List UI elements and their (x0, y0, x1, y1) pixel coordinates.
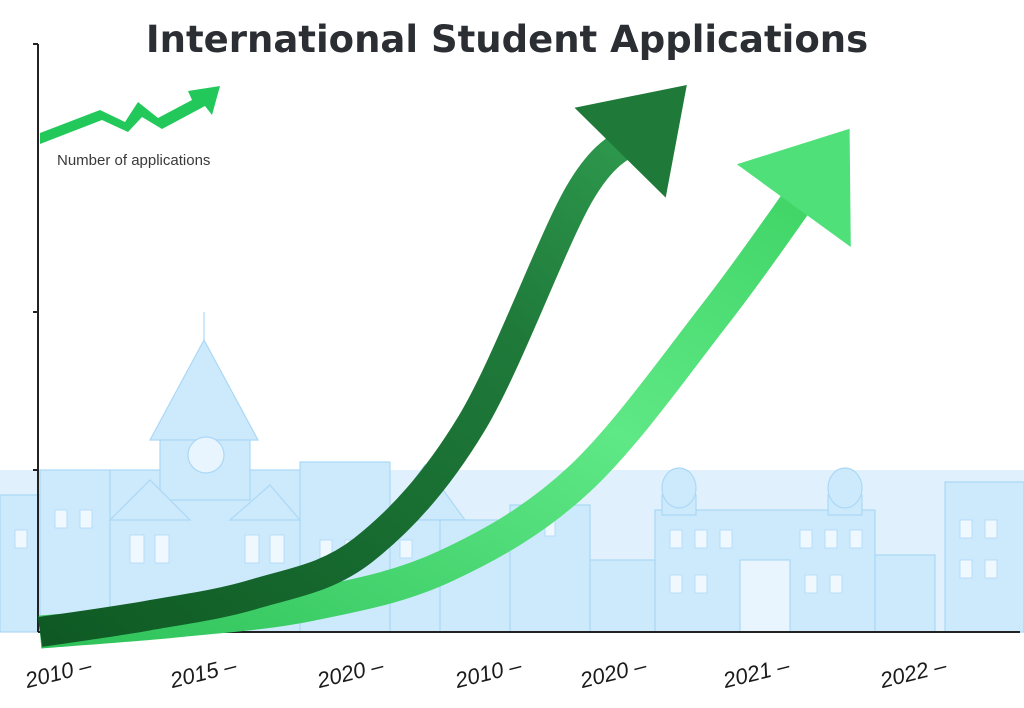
x-tick-label: 2022 – (877, 652, 950, 693)
series-line (37, 124, 648, 647)
y-axis-label: Number of applications (57, 152, 210, 169)
x-tick-label: 2020 – (577, 652, 650, 693)
x-tick-labels: 2010 – 2015 – 2020 – 2010 – 2020 – 2021 – 2022… (22, 652, 950, 693)
x-tick-label: 2010 – (452, 652, 525, 693)
chart-title: International Student Applications (146, 18, 868, 61)
legend: Number of applications (40, 86, 220, 169)
x-tick-label: 2010 – (22, 652, 95, 693)
trend-arrow-icon (40, 86, 220, 144)
series-arrowhead (574, 85, 687, 198)
x-tick-label: 2021 – (720, 652, 793, 693)
series-arrowhead (736, 128, 851, 247)
x-tick-label: 2015 – (167, 652, 240, 693)
series-layer (37, 85, 851, 649)
x-tick-label: 2020 – (314, 652, 387, 693)
